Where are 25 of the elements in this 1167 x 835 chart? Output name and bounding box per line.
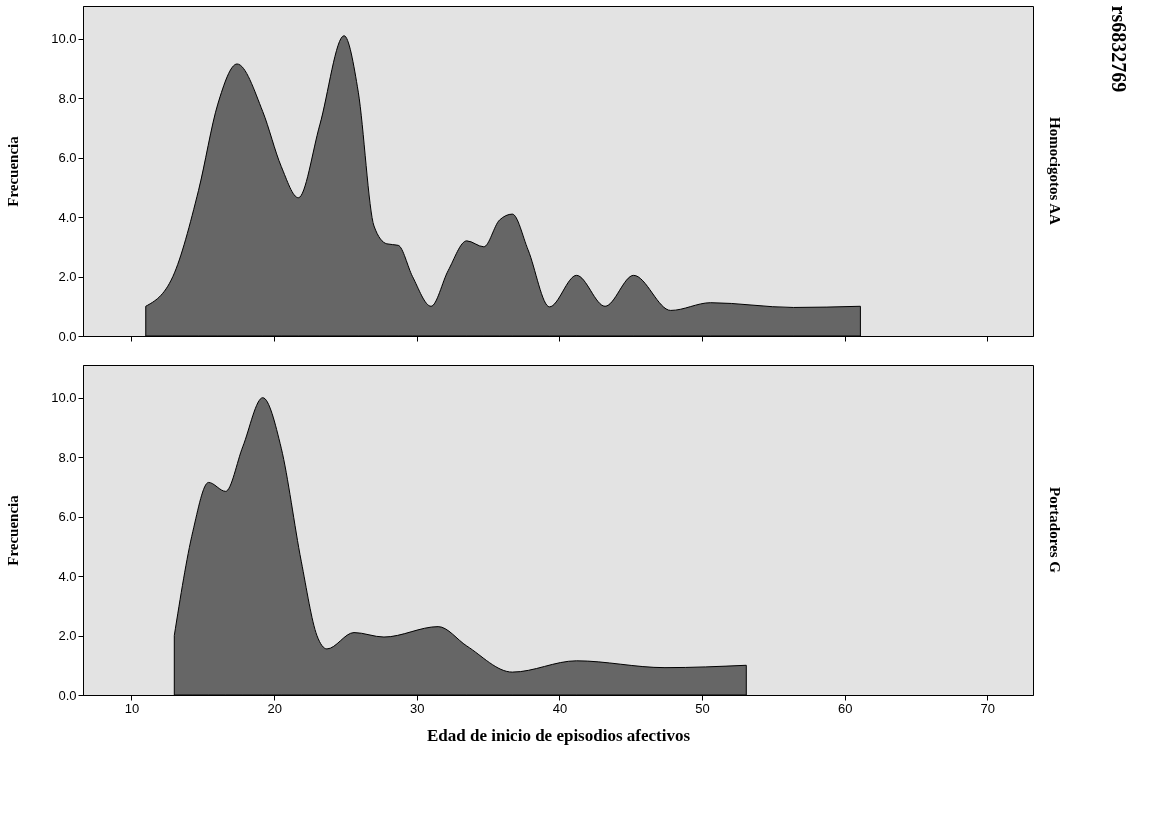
y2-axis-title: Homocigotos AA — [1047, 117, 1063, 226]
y-tick-label: 0.0 — [58, 328, 77, 344]
y-tick-label: 6.0 — [58, 509, 77, 525]
x-tick-label: 10 — [124, 700, 140, 716]
x-tick-label: 40 — [552, 700, 568, 716]
y-tick-label: 8.0 — [58, 449, 77, 465]
x-axis-title: Edad de inicio de episodios afectivos — [426, 725, 691, 745]
y-tick-label: 10.0 — [51, 31, 77, 47]
x-tick-label: 70 — [980, 700, 996, 716]
x-tick-label: 20 — [267, 700, 282, 716]
y-tick-label: 4.0 — [58, 568, 77, 584]
y-axis-title: Frecuencia — [5, 135, 22, 207]
y-axis-title: Frecuencia — [5, 494, 22, 566]
y-tick-label: 8.0 — [58, 90, 77, 106]
y-tick-label: 10.0 — [51, 390, 77, 406]
y2-axis-title: Portadores G — [1047, 487, 1063, 574]
y-tick-label: 4.0 — [58, 209, 77, 225]
x-tick-label: 30 — [410, 700, 425, 716]
x-tick-label: 50 — [695, 700, 710, 716]
y-tick-label: 0.0 — [58, 687, 77, 703]
y-tick-label: 2.0 — [58, 628, 77, 644]
x-tick-label: 60 — [837, 700, 853, 716]
y-tick-label: 2.0 — [58, 269, 77, 285]
text: rs6832769 — [1107, 5, 1130, 93]
y-tick-label: 6.0 — [58, 150, 77, 166]
